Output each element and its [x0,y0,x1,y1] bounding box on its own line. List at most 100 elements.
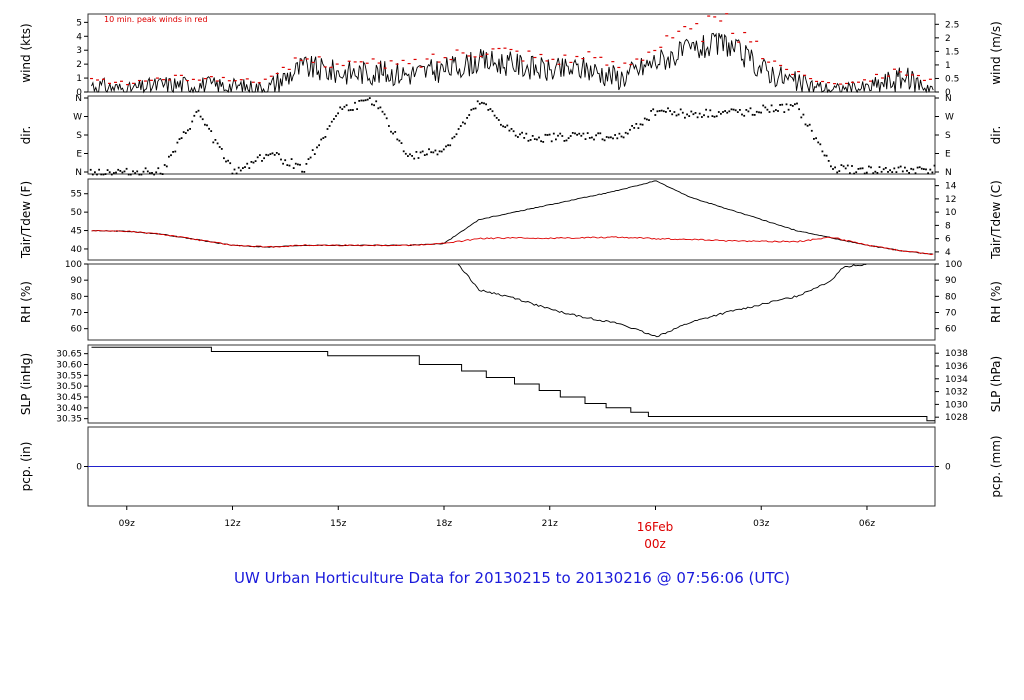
ytick-label-right-wind: 2 [945,34,951,44]
direction-point [140,173,143,176]
direction-point [783,111,786,113]
ytick-label-right-rh: 60 [945,325,957,335]
direction-point [728,110,731,113]
direction-point [451,137,454,140]
direction-point [586,132,589,134]
direction-point [751,113,754,116]
ytick-label-right-temp: 12 [945,195,956,205]
direction-point [859,167,862,170]
direction-point [204,123,206,126]
direction-point [447,144,449,147]
direction-point [91,173,94,176]
direction-point [677,113,680,116]
direction-point [362,99,365,102]
panel-frame-rh [87,263,936,341]
direction-point [199,115,202,118]
direction-point [392,132,394,135]
direction-point [830,165,832,168]
direction-point [468,114,471,116]
direction-point [726,111,729,114]
direction-point [256,156,259,159]
direction-point [231,172,234,175]
direction-point [563,140,566,142]
direction-point [571,132,574,134]
direction-point [789,104,792,106]
direction-point [861,167,864,170]
direction-point [504,126,507,128]
direction-point [288,164,291,167]
direction-point [227,159,229,162]
direction-point [557,134,559,137]
chart-title: UW Urban Horticulture Data for 20130215 … [234,569,790,587]
ytick-label-left-rh: 70 [71,309,83,319]
direction-point [430,151,433,154]
direction-point [910,167,913,170]
direction-point [284,159,287,162]
direction-point [371,103,373,106]
direction-point [174,150,177,153]
xtick-label: 15z [330,519,346,529]
direction-point [753,114,756,116]
direction-point [707,115,710,118]
ytick-label-right-temp: 8 [945,221,951,231]
ytick-label-right-wind: 1 [945,61,951,71]
direction-point [612,137,614,140]
direction-point [163,164,166,166]
xtick-label: 09z [119,519,135,529]
direction-point [749,107,752,110]
direction-point [223,157,225,160]
direction-point [775,109,777,111]
direction-point [802,113,805,116]
ylabel-right-dir: dir. [989,126,1003,145]
direction-point [878,166,881,168]
direction-point [242,167,244,169]
direction-point [263,157,265,160]
series-line-wind-0 [91,32,934,94]
direction-point [313,153,316,155]
direction-point [838,170,841,172]
ytick-label-right-pcp: 0 [945,463,951,473]
direction-point [601,138,604,141]
direction-point [252,161,255,164]
direction-point [184,132,187,134]
ytick-label-right-wind: 1.5 [945,47,959,57]
direction-point [840,164,843,166]
direction-point [696,116,699,119]
direction-point [440,150,443,153]
direction-point [459,125,462,127]
direction-point [127,173,130,176]
direction-point [254,160,257,162]
direction-point [115,171,117,174]
direction-point [428,148,430,151]
direction-point [650,110,652,112]
direction-point [798,108,800,111]
direction-point [813,138,815,140]
direction-point [517,136,519,138]
direction-point [736,111,739,113]
direction-point [449,144,452,147]
direction-point [508,129,511,132]
direction-point [607,136,610,139]
direction-point [597,132,600,135]
direction-point [218,146,221,148]
direction-point [631,125,633,127]
direction-point [626,132,629,135]
direction-point [341,108,344,110]
ylabel-right-rh: RH (%) [989,281,1003,323]
xtick-label: 06z [859,519,875,529]
direction-point [337,112,339,115]
direction-point [462,121,464,124]
direction-point [808,123,811,126]
direction-point [912,168,915,171]
direction-point [349,109,352,111]
panel-frame-slp [87,344,936,424]
direction-point [170,154,172,157]
direction-point [827,160,830,162]
direction-point [593,138,595,141]
ytick-label-right-slp: 1028 [945,413,968,423]
ytick-label-left-dir: N [75,168,82,178]
xtick-label: 03z [753,519,769,529]
direction-point [779,104,781,106]
direction-point [768,111,771,113]
ytick-label-right-slp: 1038 [945,349,968,359]
